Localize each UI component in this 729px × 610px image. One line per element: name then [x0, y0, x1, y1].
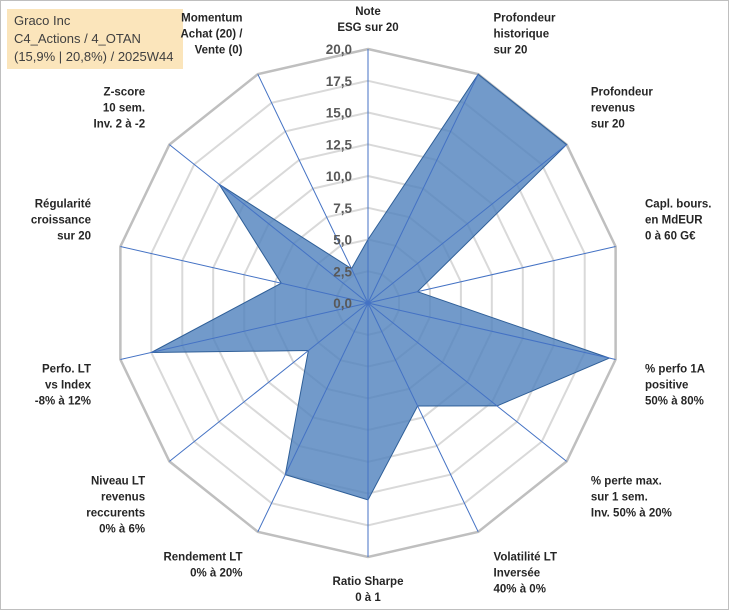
axis-label-line: 40% à 0%: [494, 583, 546, 595]
axis-label-line: % perfo 1A: [645, 363, 705, 375]
axis-label: Rendement LT 0% à 20%: [163, 551, 242, 579]
radar-axis-labels: Note ESG sur 20 Profondeur historique sur 20…: [31, 6, 712, 604]
axis-label-line: Profondeur: [591, 86, 653, 98]
axis-label-line: sur 1 sem.: [591, 492, 648, 504]
title-box: Graco Inc C4_Actions / 4_OTAN (15,9% | 2…: [7, 9, 183, 69]
axis-label-line: sur 20: [591, 118, 625, 130]
axis-label: Ratio Sharpe 0 à 1: [333, 576, 404, 604]
axis-label-line: % perte max.: [591, 476, 662, 488]
axis-label: Profondeur revenus sur 20: [591, 86, 653, 130]
tick-label: 20,0: [326, 42, 352, 57]
spoke-line: [367, 144, 567, 304]
axis-label-line: Note: [355, 6, 381, 18]
axis-label: Note ESG sur 20: [337, 6, 398, 34]
spoke-line: [367, 302, 616, 360]
axis-label-line: Inv. 2 à -2: [94, 118, 146, 130]
axis-label: % perte max. sur 1 sem. Inv. 50% à 20%: [591, 476, 672, 520]
axis-label-line: Rendement LT: [163, 551, 242, 563]
axis-label-line: 0% à 20%: [190, 567, 242, 579]
spoke-line: [120, 246, 369, 304]
axis-label-line: ESG sur 20: [337, 22, 398, 34]
axis-label-line: Perfo. LT: [42, 363, 91, 375]
title-stats: (15,9% | 20,8%) / 2025W44: [14, 49, 174, 64]
spoke-line: [367, 73, 479, 304]
axis-label-line: Capl. bours.: [645, 199, 711, 211]
radar-ticks: 0,0 2,5 5,0 7,5 10,0 12,5 15,0 17,5 20,0: [326, 42, 353, 311]
axis-label-line: reccurents: [86, 508, 145, 520]
axis-label-line: positive: [645, 379, 688, 391]
spoke-line: [367, 302, 479, 533]
radar-series: [151, 73, 611, 501]
axis-label-line: 0 à 60 G€: [645, 231, 696, 243]
axis-label: Profondeur historique sur 20: [494, 13, 556, 57]
axis-label-line: Volatilité LT: [494, 551, 557, 563]
tick-label: 5,0: [333, 233, 352, 248]
axis-label: Volatilité LT Inversée 40% à 0%: [494, 551, 557, 595]
spoke-line: [120, 302, 369, 360]
axis-label-line: revenus: [591, 102, 635, 114]
axis-label-line: revenus: [101, 492, 145, 504]
axis-label-line: historique: [494, 29, 550, 41]
axis-label-line: 50% à 80%: [645, 395, 704, 407]
axis-label: % perfo 1A positive 50% à 80%: [645, 363, 705, 407]
axis-label-line: Inv. 50% à 20%: [591, 508, 672, 520]
axis-label: Z-score 10 sem. Inv. 2 à -2: [94, 86, 146, 130]
axis-label-line: croissance: [31, 215, 91, 227]
axis-label: Perfo. LT vs Index -8% à 12%: [35, 363, 92, 407]
tick-label: 15,0: [326, 106, 352, 121]
axis-label: Niveau LT revenus reccurents 0% à 6%: [86, 476, 145, 536]
axis-label: Capl. bours. en MdEUR 0 à 60 G€: [645, 199, 711, 243]
axis-label-line: Achat (20) /: [181, 29, 244, 41]
axis-label-line: sur 20: [494, 45, 528, 57]
axis-label-line: 10 sem.: [103, 102, 145, 114]
tick-label: 12,5: [326, 137, 353, 152]
axis-label: Momentum Achat (20) / Vente (0): [181, 13, 244, 57]
axis-label-line: Profondeur: [494, 13, 556, 25]
axis-label: Régularité croissance sur 20: [31, 199, 91, 243]
spoke-line: [257, 302, 369, 533]
spoke-line: [367, 302, 567, 462]
radar-spokes: [120, 49, 616, 557]
axis-label-line: Vente (0): [195, 45, 243, 57]
tick-label: 10,0: [326, 169, 352, 184]
axis-label-line: Inversée: [494, 567, 541, 579]
tick-label: 7,5: [333, 201, 352, 216]
axis-label-line: Ratio Sharpe: [333, 576, 404, 588]
spoke-line: [169, 144, 369, 304]
axis-label-line: sur 20: [57, 231, 91, 243]
axis-label-line: Régularité: [35, 199, 91, 211]
series-area: [151, 73, 611, 501]
tick-label: 17,5: [326, 74, 353, 89]
axis-label-line: Momentum: [181, 13, 242, 25]
tick-label: 0,0: [333, 296, 352, 311]
title-company: Graco Inc: [14, 13, 71, 28]
axis-label-line: Z-score: [104, 86, 146, 98]
spoke-line: [367, 246, 616, 304]
title-category: C4_Actions / 4_OTAN: [14, 31, 141, 46]
axis-label-line: vs Index: [45, 379, 92, 391]
axis-label-line: -8% à 12%: [35, 395, 91, 407]
axis-label-line: 0% à 6%: [99, 524, 145, 536]
axis-label-line: Niveau LT: [91, 476, 145, 488]
axis-label-line: en MdEUR: [645, 215, 703, 227]
spoke-line: [257, 73, 369, 304]
spoke-line: [169, 302, 369, 462]
tick-label: 2,5: [333, 264, 352, 279]
axis-label-line: 0 à 1: [355, 592, 381, 604]
